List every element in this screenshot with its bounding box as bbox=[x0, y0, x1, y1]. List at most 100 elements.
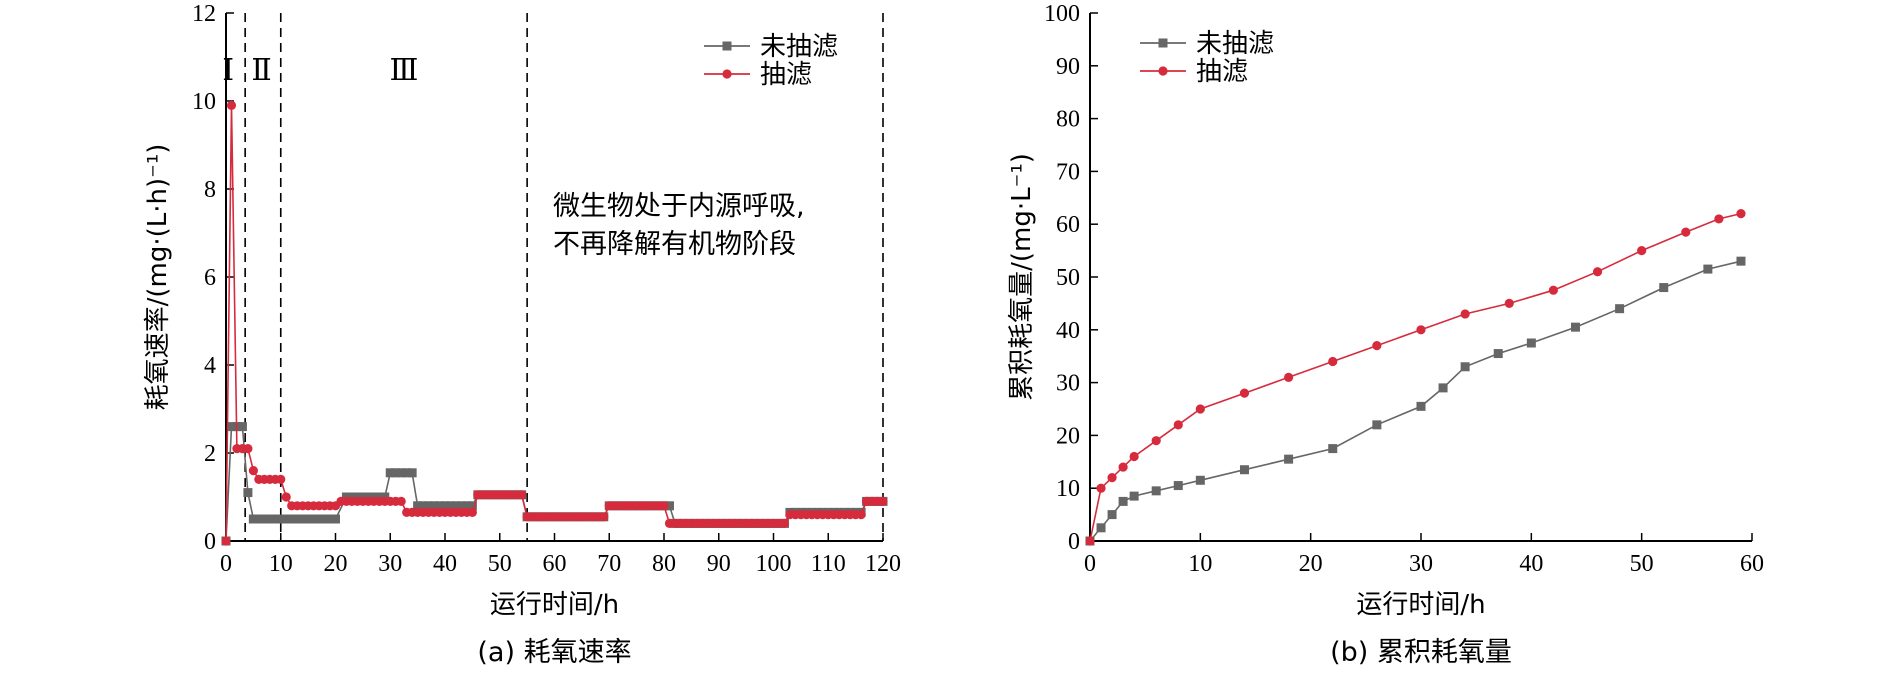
data-point bbox=[599, 512, 609, 522]
data-point bbox=[281, 492, 291, 502]
data-point bbox=[1372, 341, 1382, 351]
data-point bbox=[1129, 451, 1139, 462]
legend-marker bbox=[722, 41, 732, 51]
data-point bbox=[1548, 285, 1558, 295]
data-point bbox=[314, 514, 324, 524]
data-point bbox=[418, 501, 428, 511]
x-tick-label: 50 bbox=[1630, 551, 1654, 577]
x-tick-label: 20 bbox=[324, 551, 348, 577]
data-point bbox=[254, 514, 264, 524]
data-point bbox=[1460, 309, 1470, 319]
data-point bbox=[1637, 246, 1647, 256]
data-point bbox=[1096, 523, 1106, 533]
data-point bbox=[385, 468, 395, 478]
data-point bbox=[424, 501, 434, 511]
data-point bbox=[878, 496, 888, 506]
data-point bbox=[467, 501, 477, 511]
data-point bbox=[1416, 401, 1426, 411]
x-tick-label: 10 bbox=[269, 551, 293, 577]
x-tick-label: 40 bbox=[1519, 551, 1543, 577]
data-point bbox=[1195, 475, 1205, 485]
data-point bbox=[517, 490, 527, 500]
data-point bbox=[1151, 486, 1161, 496]
legend-marker bbox=[1158, 38, 1168, 48]
data-point bbox=[1504, 298, 1514, 308]
data-point bbox=[1195, 404, 1205, 414]
data-point bbox=[396, 496, 406, 506]
data-point bbox=[298, 514, 308, 524]
y-axis-label: 耗氧速率/(mg·(L·h)⁻¹) bbox=[143, 144, 173, 411]
y-tick-label: 10 bbox=[1056, 476, 1080, 502]
series-filtered bbox=[221, 100, 888, 546]
data-point bbox=[456, 501, 466, 511]
y-tick-label: 12 bbox=[192, 1, 216, 27]
y-tick-label: 8 bbox=[204, 177, 216, 203]
phase-label: Ⅲ bbox=[389, 54, 418, 87]
data-point bbox=[243, 444, 253, 454]
series-line bbox=[1089, 260, 1742, 542]
y-tick-label: 6 bbox=[204, 265, 216, 291]
data-point bbox=[1173, 481, 1183, 491]
data-point bbox=[1239, 465, 1249, 475]
data-point bbox=[243, 488, 253, 498]
data-point bbox=[1703, 264, 1713, 274]
data-point bbox=[1416, 325, 1426, 335]
y-axis-label: 累积耗氧量/(mg·L⁻¹) bbox=[1007, 153, 1037, 401]
x-tick-label: 10 bbox=[1188, 551, 1212, 577]
x-tick-label: 90 bbox=[707, 551, 731, 577]
data-point bbox=[1736, 256, 1746, 266]
data-point bbox=[779, 518, 790, 529]
data-point bbox=[413, 501, 423, 511]
data-point bbox=[856, 509, 866, 520]
data-point bbox=[664, 501, 674, 511]
data-point bbox=[331, 514, 340, 524]
data-point bbox=[325, 514, 335, 524]
phase-label: Ⅱ bbox=[251, 54, 271, 87]
data-point bbox=[221, 536, 231, 546]
data-point bbox=[396, 468, 406, 478]
data-point bbox=[1328, 356, 1338, 367]
data-point bbox=[237, 422, 247, 432]
data-point bbox=[402, 468, 412, 478]
data-point bbox=[1107, 510, 1117, 520]
data-point bbox=[1129, 491, 1139, 501]
x-tick-label: 120 bbox=[865, 551, 901, 577]
series-line bbox=[1089, 212, 1742, 542]
x-tick-label: 40 bbox=[433, 551, 457, 577]
data-point bbox=[1714, 214, 1724, 224]
legend-label: 抽滤 bbox=[760, 60, 812, 90]
data-point bbox=[1085, 536, 1095, 546]
legend-marker bbox=[1158, 66, 1168, 76]
data-point bbox=[1460, 362, 1470, 372]
y-tick-label: 90 bbox=[1056, 54, 1080, 80]
series-filtered bbox=[1085, 209, 1746, 546]
data-point bbox=[407, 468, 417, 478]
phase-label: Ⅰ bbox=[222, 54, 234, 87]
y-tick-label: 0 bbox=[204, 529, 216, 555]
data-point bbox=[259, 514, 269, 524]
data-point bbox=[292, 514, 302, 524]
y-tick-label: 2 bbox=[204, 441, 216, 467]
x-tick-label: 100 bbox=[756, 551, 792, 577]
legend-marker bbox=[722, 69, 732, 79]
series-unfiltered bbox=[1085, 256, 1746, 546]
data-point bbox=[1284, 372, 1294, 382]
data-point bbox=[462, 501, 472, 511]
data-point bbox=[1096, 483, 1106, 493]
data-point bbox=[1328, 444, 1338, 454]
data-point bbox=[303, 514, 313, 524]
data-point bbox=[287, 514, 297, 524]
y-tick-label: 20 bbox=[1056, 423, 1080, 449]
y-tick-label: 60 bbox=[1056, 212, 1080, 238]
series-line bbox=[225, 105, 883, 542]
figure-caption: (a) 耗氧速率 bbox=[477, 637, 631, 668]
data-point bbox=[1592, 267, 1603, 277]
data-point bbox=[320, 514, 330, 524]
data-point bbox=[1284, 454, 1294, 464]
x-tick-label: 60 bbox=[1740, 551, 1764, 577]
panel-b-cumulative-oxygen: 0 10 20 30 40 50 60 0 10 20 30 40 50 60 70 80 90 100 运行时间/… bbox=[1007, 1, 1764, 668]
data-point bbox=[265, 514, 275, 524]
data-point bbox=[467, 507, 477, 517]
